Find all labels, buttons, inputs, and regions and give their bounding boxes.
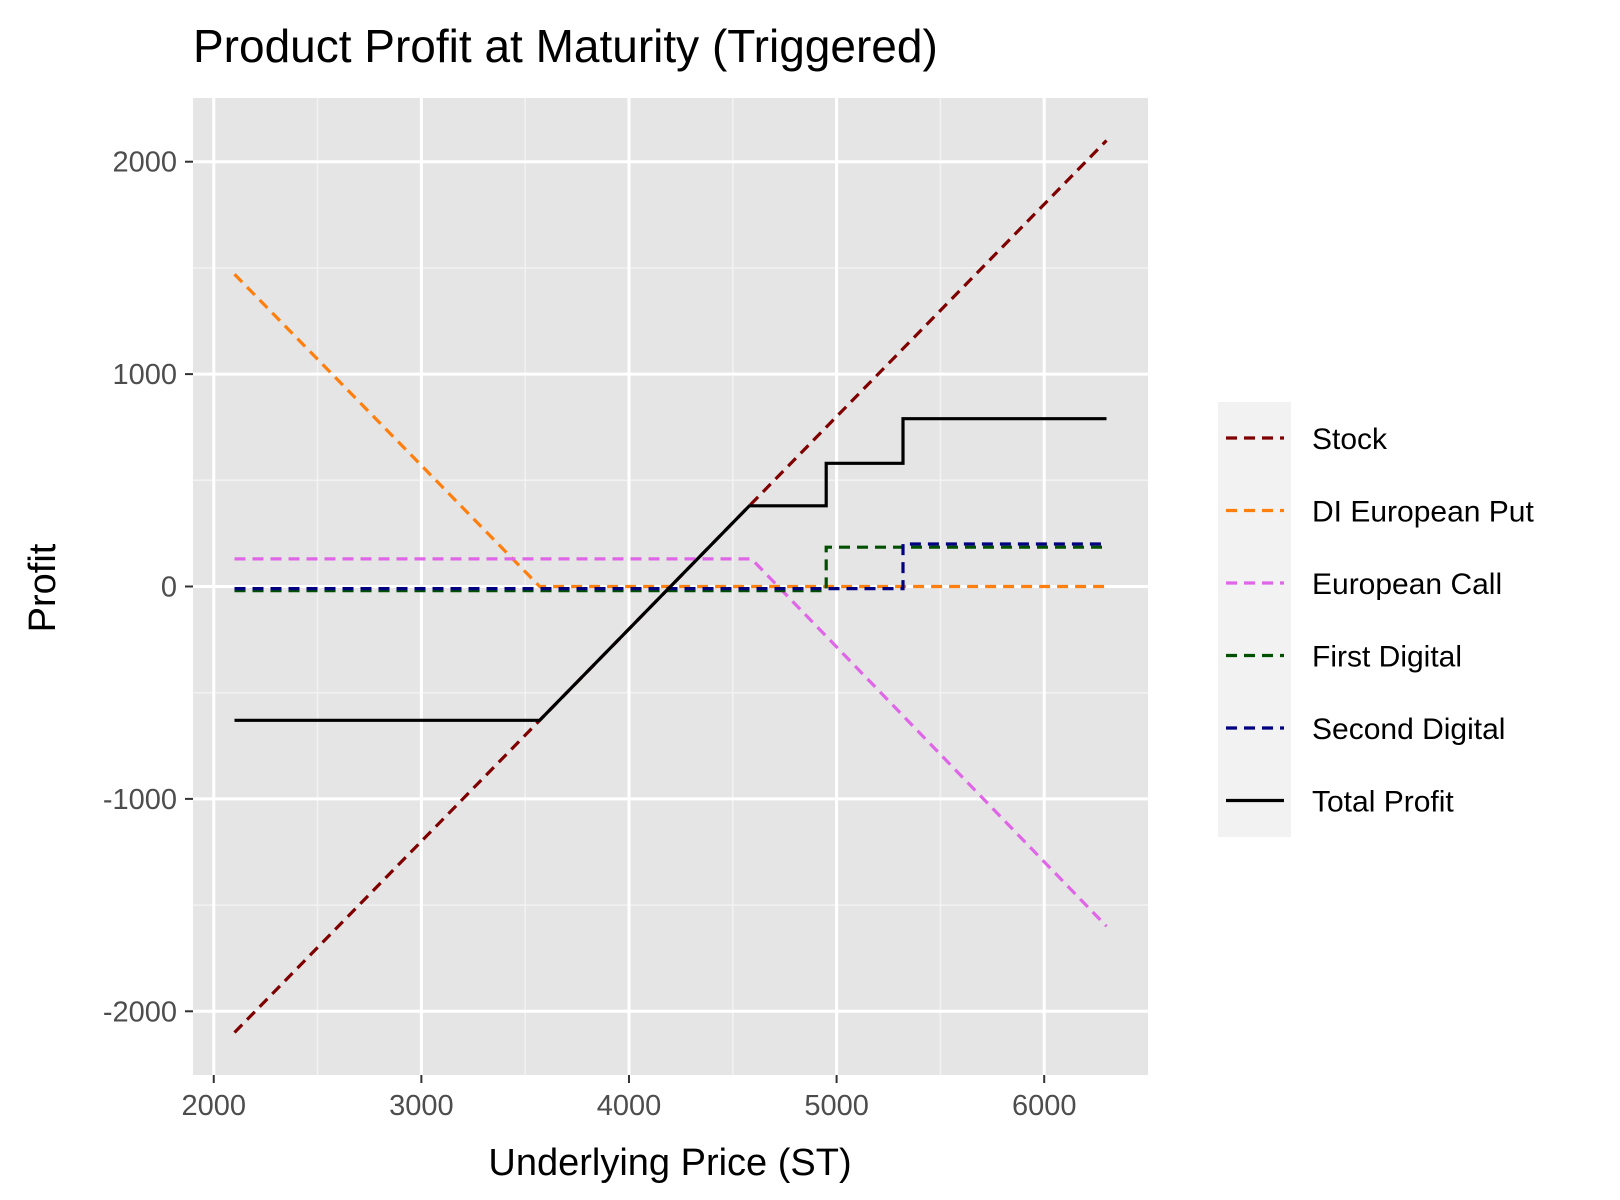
y-axis-title: Profit [22, 543, 64, 632]
series-line-di-european-put [233, 273, 1107, 589]
y-axis: -2000 -1000 0 1000 2000 [103, 147, 193, 1028]
series-line-second-digital [234, 542, 1107, 591]
x-tick-label: 2000 [182, 1090, 247, 1122]
legend-label-second-digital: Second Digital [1312, 713, 1505, 746]
legend: Stock DI European Put European Call First D… [1218, 402, 1534, 837]
legend-label-european-call: European Call [1312, 568, 1502, 601]
y-tick-label: 2000 [112, 147, 177, 179]
x-tick-label: 3000 [389, 1090, 454, 1122]
legend-label-di-european-put: DI European Put [1312, 496, 1534, 529]
x-tick-label: 6000 [1012, 1090, 1077, 1122]
x-tick-label: 5000 [804, 1090, 869, 1122]
y-tick-label: -2000 [103, 996, 177, 1028]
x-tick-label: 4000 [597, 1090, 662, 1122]
legend-label-first-digital: First Digital [1312, 641, 1462, 674]
legend-label-total-profit: Total Profit [1312, 786, 1454, 819]
x-axis: 2000 3000 4000 5000 6000 [182, 1075, 1077, 1122]
legend-background [1218, 402, 1291, 837]
series-line-stock [233, 139, 1108, 1034]
series-line-total-profit [234, 417, 1107, 722]
y-tick-label: 0 [161, 572, 177, 604]
series-line-european-call [234, 557, 1108, 928]
series-lines [233, 139, 1108, 1034]
x-axis-title: Underlying Price (ST) [488, 1142, 851, 1184]
y-tick-label: 1000 [112, 359, 177, 391]
chart-title: Product Profit at Maturity (Triggered) [193, 20, 938, 72]
y-tick-label: -1000 [103, 784, 177, 816]
series-line-first-digital [234, 545, 1107, 593]
legend-label-stock: Stock [1312, 423, 1388, 456]
